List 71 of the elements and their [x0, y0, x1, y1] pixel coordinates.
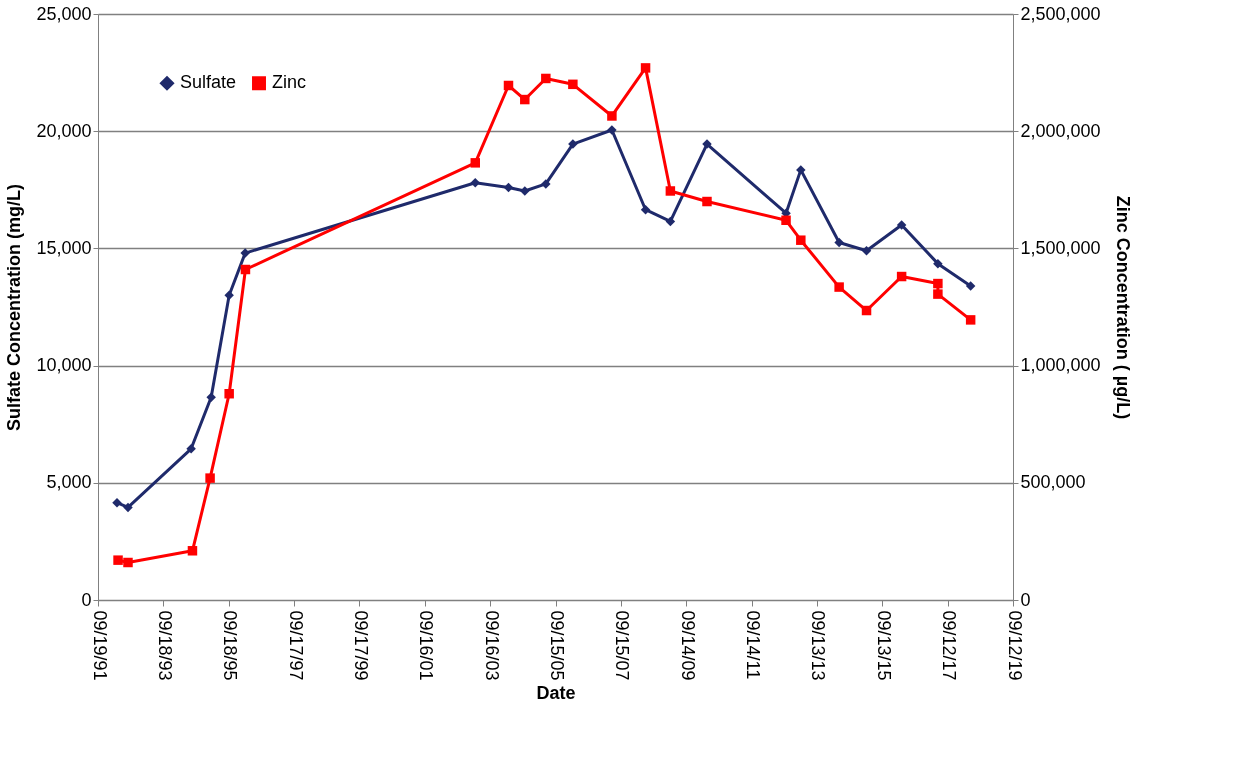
- point: [933, 278, 943, 289]
- point: [640, 63, 651, 73]
- point: [123, 557, 133, 568]
- point: [861, 305, 872, 316]
- y2-tick-label: 1,500,000: [1020, 237, 1101, 258]
- y-tick-label: 5,000: [46, 472, 92, 493]
- y-tick-label: 10,000: [36, 355, 92, 376]
- point: [965, 281, 976, 291]
- x-tick-label: 09/16/03: [481, 610, 502, 681]
- point: [640, 204, 651, 215]
- x-tick-label: 09/17/97: [285, 610, 306, 681]
- point: [224, 290, 234, 301]
- point: [503, 182, 514, 193]
- point: [665, 216, 676, 227]
- point: [520, 94, 530, 105]
- point: [781, 215, 791, 226]
- point: [112, 497, 122, 508]
- point: [702, 196, 712, 207]
- legend-label: Sulfate: [180, 72, 237, 93]
- x-tick-label: 09/12/17: [939, 610, 960, 681]
- x-tick-label: 09/17/99: [350, 610, 371, 681]
- point: [187, 546, 198, 556]
- x-tick-label: 09/12/19: [1004, 610, 1025, 681]
- y2-tick-label: 2,500,000: [1020, 3, 1101, 24]
- point: [206, 392, 216, 402]
- point: [965, 315, 976, 325]
- point: [834, 237, 844, 248]
- y2-tick-label: 500,000: [1020, 472, 1086, 493]
- point: [503, 80, 514, 91]
- point: [796, 165, 806, 175]
- x-tick-label: 09/13/15: [873, 610, 894, 681]
- point: [933, 258, 943, 269]
- point: [896, 220, 907, 230]
- point: [861, 246, 872, 256]
- x-axis-title: Date: [536, 682, 576, 703]
- x-tick-label: 09/14/09: [677, 610, 698, 681]
- point: [470, 178, 481, 188]
- x-tick-label: 09/19/91: [89, 610, 110, 681]
- point: [470, 158, 481, 168]
- y2-tick-label: 2,000,000: [1020, 120, 1101, 141]
- point: [205, 473, 215, 483]
- y-tick-label: 15,000: [36, 237, 92, 258]
- point: [186, 444, 196, 454]
- y2-tick-label: 1,000,000: [1020, 355, 1101, 376]
- point: [665, 186, 676, 196]
- y2-axis-title: Zinc Concentration ( µg/L): [1112, 195, 1133, 420]
- point: [607, 111, 617, 121]
- point: [541, 73, 551, 84]
- x-tick-label: 09/14/11: [743, 610, 764, 680]
- y-axis-title: Sulfate Concentration (mg/L): [4, 184, 25, 431]
- legend-label: Zinc: [272, 72, 307, 93]
- point: [240, 248, 250, 258]
- y-tick-label: 20,000: [36, 120, 92, 141]
- point: [896, 271, 907, 282]
- x-tick-label: 09/18/95: [220, 610, 241, 681]
- y-tick-label: 0: [81, 589, 92, 610]
- x-tick-label: 09/16/01: [416, 610, 437, 681]
- point: [568, 79, 578, 90]
- x-tick-label: 09/18/93: [154, 610, 175, 681]
- point: [796, 235, 806, 245]
- x-tick-label: 09/13/13: [808, 610, 829, 681]
- point: [224, 388, 234, 399]
- x-tick-label: 09/15/05: [547, 610, 567, 681]
- y2-tick-label: 0: [1020, 589, 1031, 610]
- point: [240, 264, 251, 275]
- point: [834, 282, 844, 292]
- point: [933, 289, 943, 299]
- y-tick-label: 25,000: [36, 3, 92, 24]
- x-tick-label: 09/15/07: [612, 610, 633, 681]
- point: [113, 555, 123, 565]
- point: [123, 502, 133, 513]
